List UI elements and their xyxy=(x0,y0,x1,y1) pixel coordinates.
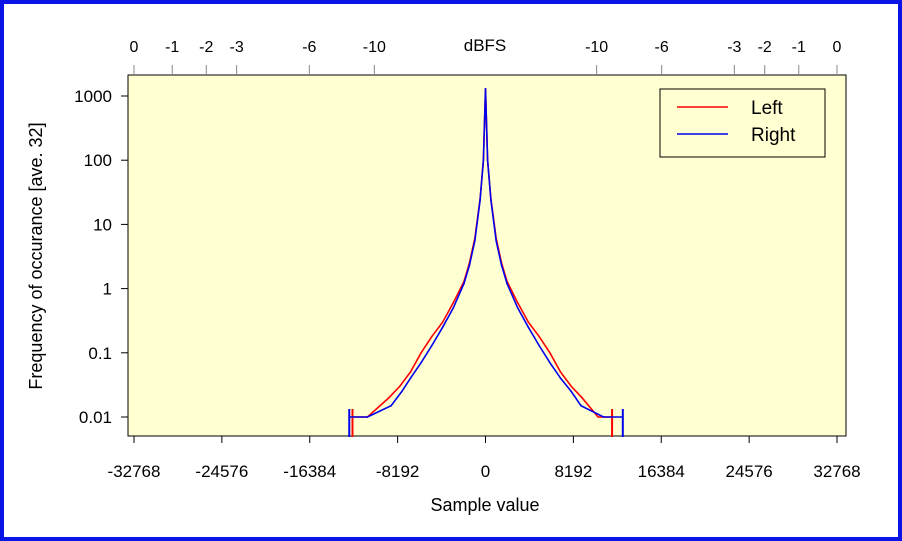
data-point-right xyxy=(516,307,519,309)
x-tick-label: 32768 xyxy=(813,462,860,481)
data-point-right xyxy=(479,199,481,201)
data-point-right xyxy=(559,377,562,380)
x-tick-label: -16384 xyxy=(283,462,336,481)
top-tick-label: -1 xyxy=(792,39,806,56)
y-tick-label: 10 xyxy=(93,215,112,234)
top-tick-label: -6 xyxy=(302,39,316,56)
data-point-right xyxy=(452,307,455,309)
top-tick-label: -10 xyxy=(363,39,386,56)
y-tick-label: 1 xyxy=(103,280,112,299)
data-point-right xyxy=(580,404,582,407)
data-point-right xyxy=(468,264,471,267)
data-point-right xyxy=(570,390,573,393)
data-point-right xyxy=(527,326,530,329)
data-point-right xyxy=(482,159,485,161)
top-tick-label: -3 xyxy=(230,39,244,56)
top-tick-label: -1 xyxy=(165,39,179,56)
data-point-right xyxy=(500,264,503,267)
legend-label-left: Left xyxy=(751,98,783,119)
data-point-left xyxy=(398,385,401,388)
x-tick-label: -8192 xyxy=(376,462,419,481)
data-point-right xyxy=(401,390,403,393)
data-point-right xyxy=(490,199,492,201)
data-point-left xyxy=(388,396,390,399)
data-point-right xyxy=(602,416,605,418)
legend-label-right: Right xyxy=(751,125,796,146)
data-point-right xyxy=(506,282,508,285)
top-tick-label: -2 xyxy=(199,39,213,56)
data-point-left xyxy=(581,396,583,399)
top-tick-label: -10 xyxy=(585,39,608,56)
data-point-left xyxy=(597,416,599,418)
top-axis-label: dBFS xyxy=(464,36,507,55)
data-point-right xyxy=(463,282,465,285)
data-point-right xyxy=(441,326,444,329)
data-point-left xyxy=(441,321,444,323)
x-tick-label: 16384 xyxy=(638,462,685,481)
data-point-right xyxy=(473,240,476,242)
data-point-left xyxy=(538,335,540,338)
x-tick-label: 24576 xyxy=(725,462,772,481)
y-tick-label: 0.1 xyxy=(88,344,112,363)
y-tick-label: 0.01 xyxy=(79,408,112,427)
data-point-left xyxy=(409,371,412,373)
data-point-right xyxy=(366,416,369,418)
data-point-left xyxy=(452,302,455,304)
data-point-right xyxy=(390,404,392,407)
data-point-left xyxy=(570,385,573,388)
legend: Left Right xyxy=(659,88,826,158)
data-point-right xyxy=(420,361,422,364)
data-point-left xyxy=(516,302,519,304)
top-tick-label: 0 xyxy=(130,39,139,56)
top-tick-label: -6 xyxy=(655,39,669,56)
data-point-left xyxy=(431,335,433,338)
top-tick-label: -2 xyxy=(758,39,772,56)
x-tick-label: -24576 xyxy=(195,462,248,481)
x-tick-label: -32768 xyxy=(108,462,161,481)
x-tick-label: 8192 xyxy=(554,462,592,481)
x-axis-label: Sample value xyxy=(430,495,539,515)
data-point-right xyxy=(484,87,487,90)
data-point-right xyxy=(431,344,433,347)
data-point-right xyxy=(409,377,412,380)
top-tick-label: -3 xyxy=(727,39,741,56)
y-tick-label: 100 xyxy=(84,151,112,170)
data-point-right xyxy=(495,240,498,242)
y-tick-label: 1000 xyxy=(74,87,112,106)
data-point-right xyxy=(486,159,489,161)
top-tick-label: 0 xyxy=(833,39,842,56)
y-axis-label: Frequency of occurance [ave. 32] xyxy=(26,122,46,389)
data-point-right xyxy=(549,361,551,364)
data-point-right xyxy=(538,344,540,347)
data-point-left xyxy=(420,352,422,354)
data-point-left xyxy=(527,321,530,323)
x-tick-label: 0 xyxy=(481,462,490,481)
data-point-left xyxy=(559,371,562,373)
data-point-left xyxy=(549,352,551,354)
